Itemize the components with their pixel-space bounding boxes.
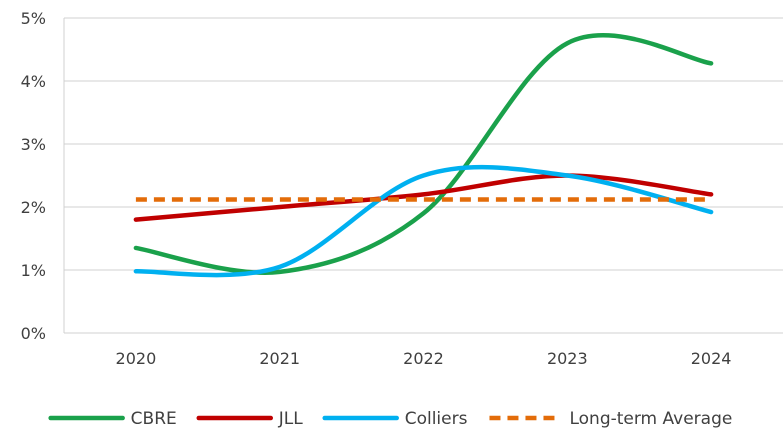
y-axis-ticks: 0% 1% 2% 3% 4% 5% <box>21 9 46 343</box>
legend-label-colliers: Colliers <box>405 409 468 429</box>
y-tick-label: 1% <box>21 261 46 280</box>
legend-label-cbre: CBRE <box>131 409 177 429</box>
x-axis-ticks: 2020 2021 2022 2023 2024 <box>116 349 732 368</box>
x-tick-label: 2020 <box>116 349 157 368</box>
x-tick-label: 2022 <box>403 349 444 368</box>
x-tick-label: 2023 <box>547 349 588 368</box>
series-line-jll <box>133 173 714 222</box>
legend: CBRE JLL Colliers Long-term Average <box>48 409 732 429</box>
x-tick-label: 2024 <box>691 349 732 368</box>
x-tick-label: 2021 <box>259 349 300 368</box>
y-tick-label: 3% <box>21 135 46 154</box>
series-lines <box>133 33 714 278</box>
legend-label-jll: JLL <box>278 409 303 429</box>
gridlines <box>63 17 783 334</box>
series-line-colliers <box>133 164 714 278</box>
y-tick-label: 0% <box>21 324 46 343</box>
y-tick-label: 2% <box>21 198 46 217</box>
y-tick-label: 4% <box>21 72 46 91</box>
legend-label-long-term-average: Long-term Average <box>569 409 732 429</box>
series-line-cbre <box>133 33 714 275</box>
y-tick-label: 5% <box>21 9 46 28</box>
